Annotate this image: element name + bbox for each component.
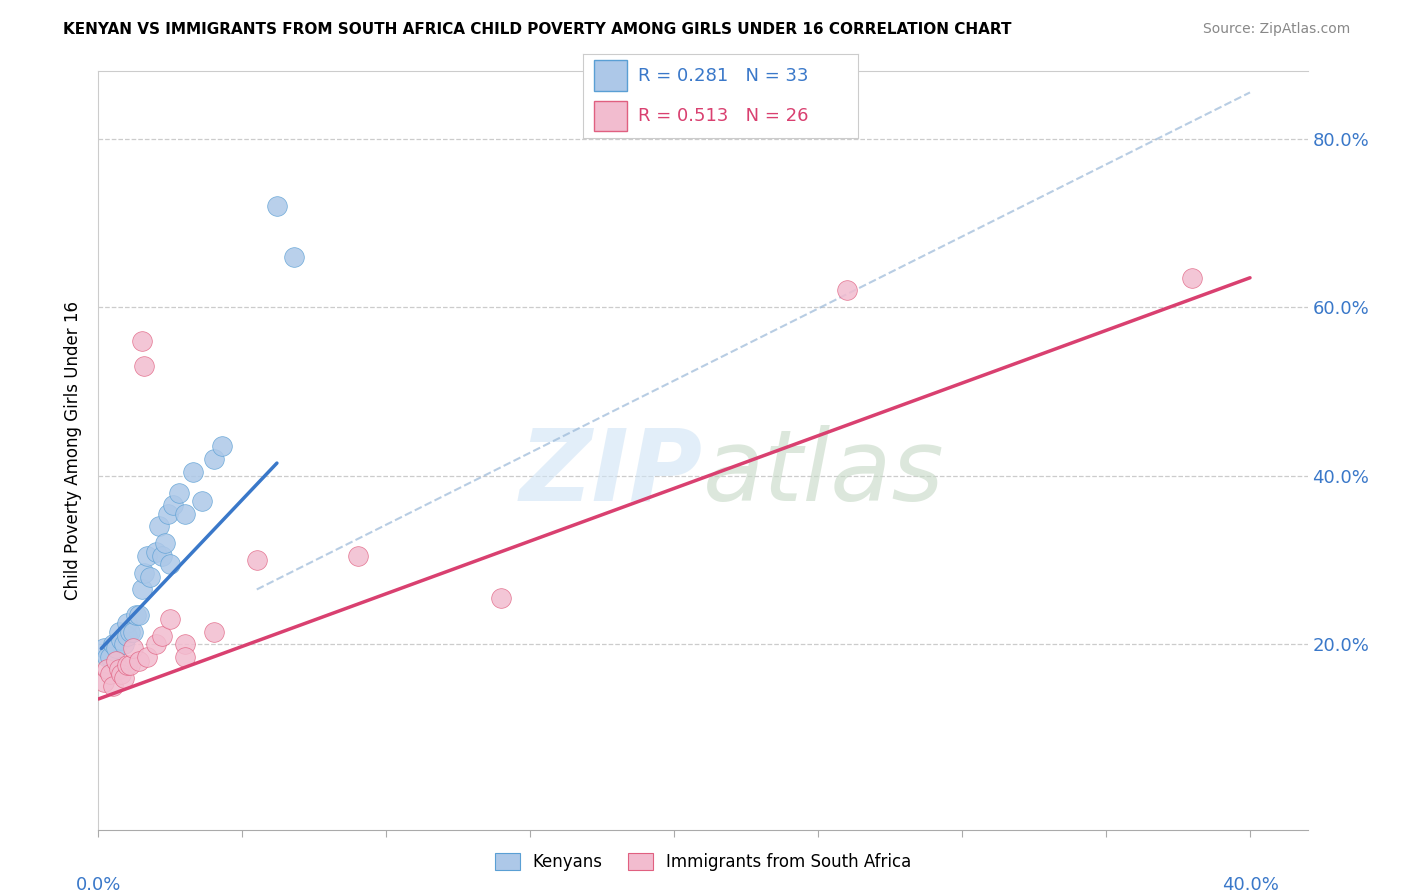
Point <box>115 658 138 673</box>
Point <box>202 451 225 466</box>
Point <box>131 582 153 597</box>
Point <box>107 624 129 639</box>
Point <box>110 666 132 681</box>
Point <box>211 439 233 453</box>
Point <box>93 641 115 656</box>
Point <box>134 359 156 374</box>
Point <box>162 498 184 512</box>
Point <box>173 637 195 651</box>
Point <box>134 566 156 580</box>
Point <box>150 629 173 643</box>
Point <box>110 633 132 648</box>
Point <box>131 334 153 348</box>
Point <box>159 557 181 572</box>
Point <box>104 654 127 668</box>
Point <box>156 507 179 521</box>
Point <box>173 649 195 664</box>
Point <box>122 641 145 656</box>
Text: 0.0%: 0.0% <box>76 876 121 892</box>
Point <box>112 637 135 651</box>
Point <box>139 570 162 584</box>
Point <box>93 675 115 690</box>
Point <box>136 549 159 563</box>
Point <box>150 549 173 563</box>
Point <box>835 284 858 298</box>
Point <box>491 591 513 605</box>
Point <box>1181 270 1204 285</box>
Point <box>107 663 129 677</box>
Point <box>346 549 368 563</box>
Text: KENYAN VS IMMIGRANTS FROM SOUTH AFRICA CHILD POVERTY AMONG GIRLS UNDER 16 CORREL: KENYAN VS IMMIGRANTS FROM SOUTH AFRICA C… <box>63 22 1012 37</box>
Text: 40.0%: 40.0% <box>1222 876 1278 892</box>
Point <box>96 649 118 664</box>
Point <box>122 624 145 639</box>
Point <box>246 553 269 567</box>
Point <box>183 465 205 479</box>
Y-axis label: Child Poverty Among Girls Under 16: Child Poverty Among Girls Under 16 <box>65 301 83 600</box>
Point <box>112 671 135 685</box>
Text: R = 0.281   N = 33: R = 0.281 N = 33 <box>638 67 808 85</box>
Point <box>98 649 121 664</box>
Point <box>202 624 225 639</box>
Point <box>128 607 150 622</box>
FancyBboxPatch shape <box>595 101 627 131</box>
Point <box>115 616 138 631</box>
Point <box>159 612 181 626</box>
Text: atlas: atlas <box>703 425 945 522</box>
Point <box>98 666 121 681</box>
Point <box>101 679 124 693</box>
Point <box>120 658 142 673</box>
Point <box>101 637 124 651</box>
Legend: Kenyans, Immigrants from South Africa: Kenyans, Immigrants from South Africa <box>486 845 920 880</box>
Point <box>173 507 195 521</box>
Point <box>145 637 167 651</box>
Point <box>283 250 305 264</box>
FancyBboxPatch shape <box>595 61 627 91</box>
Point <box>136 649 159 664</box>
Text: R = 0.513   N = 26: R = 0.513 N = 26 <box>638 107 808 125</box>
Point <box>128 654 150 668</box>
Point <box>125 607 148 622</box>
Point <box>96 663 118 677</box>
Point <box>145 544 167 558</box>
Point <box>120 624 142 639</box>
Point <box>153 536 176 550</box>
Point <box>115 629 138 643</box>
Point <box>191 494 214 508</box>
Point <box>148 519 170 533</box>
Point <box>266 199 288 213</box>
Text: Source: ZipAtlas.com: Source: ZipAtlas.com <box>1202 22 1350 37</box>
Text: ZIP: ZIP <box>520 425 703 522</box>
Point <box>104 641 127 656</box>
Point <box>167 485 190 500</box>
